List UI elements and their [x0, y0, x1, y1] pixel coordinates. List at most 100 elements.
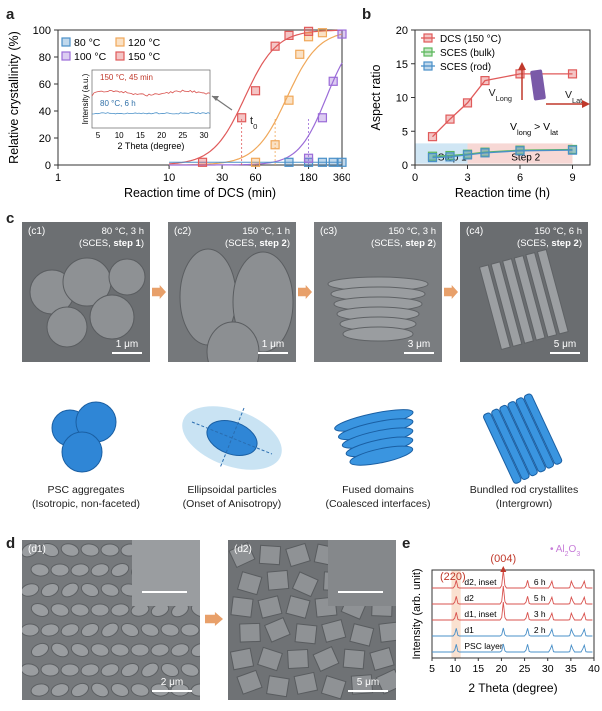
particle	[91, 604, 109, 616]
x-tick-label: 20	[496, 663, 508, 675]
data-point	[446, 115, 454, 123]
x-tick-label: 10	[163, 172, 175, 184]
particle	[22, 624, 39, 637]
sem-image-d1: (d1) 2 μm	[22, 540, 200, 700]
sem-image-c1: (c1) 80 °C, 3 h (SCES, step 1) 1 μm	[22, 222, 150, 362]
particle	[350, 624, 374, 646]
v-lat-label: VLat	[565, 89, 582, 105]
condition-line: (SCES, step 2)	[371, 238, 436, 250]
x-tick-label: 6	[517, 172, 523, 184]
particle	[313, 647, 339, 672]
particle	[321, 676, 345, 699]
legend-marker	[424, 62, 432, 70]
arrow-right-icon	[298, 285, 312, 299]
image-label-c1: (c1)	[28, 226, 45, 237]
peak-label-004: (004)	[490, 553, 516, 565]
particle	[41, 663, 60, 677]
particle	[110, 643, 129, 657]
legend-marker	[62, 38, 70, 46]
particle	[170, 642, 190, 658]
scale-bar-label: 5 μm	[554, 339, 576, 350]
data-point	[285, 31, 293, 39]
data-point	[305, 27, 313, 35]
caption-line: (Coalesced interfaces)	[308, 497, 448, 511]
particle	[231, 597, 253, 617]
image-label-d2: (d2)	[234, 544, 252, 555]
x-tick-label: 180	[299, 172, 317, 184]
particle	[295, 624, 317, 644]
x-tick-label: 35	[565, 663, 577, 675]
x-tick-label: 25	[519, 663, 531, 675]
particle	[80, 663, 100, 678]
x-tick-label: 0	[412, 172, 418, 184]
particle	[70, 563, 89, 577]
data-point	[429, 133, 437, 141]
data-point	[271, 141, 279, 149]
particle	[61, 664, 79, 677]
data-point	[296, 50, 304, 58]
particle	[99, 620, 121, 639]
trace-time-label: 3 h	[534, 609, 546, 619]
legend-label: 120 °C	[128, 37, 161, 49]
x-tick-label: 3	[464, 172, 470, 184]
data-point	[329, 158, 337, 166]
data-point	[446, 153, 454, 161]
inset-tick-label: 30	[200, 131, 209, 140]
condition-line: (SCES, step 1)	[79, 238, 144, 250]
velocity-comparison: Vlong > Vlat	[510, 121, 559, 137]
x-tick-label: 30	[542, 663, 554, 675]
scale-bar-label: 3 μm	[408, 339, 430, 350]
image-label-d1: (d1)	[28, 544, 46, 555]
inset-tick-label: 10	[115, 131, 124, 140]
legend-label: 80 °C	[74, 37, 101, 49]
y-axis-label: Intensity (arb. unit)	[411, 568, 423, 659]
particle	[79, 581, 100, 599]
inset-tick-label: 5	[96, 131, 101, 140]
inset-y-label: Intensity (a.u.)	[81, 73, 90, 124]
condition-line: 80 °C, 3 h	[79, 226, 144, 238]
particle	[343, 649, 364, 669]
particle	[89, 680, 111, 699]
trace-label: d1, inset	[464, 609, 497, 619]
inset-x-label: 2 Theta (degree)	[118, 141, 185, 151]
data-point	[464, 151, 472, 159]
y-tick-label: 80	[39, 52, 51, 64]
x-tick-label: 30	[216, 172, 228, 184]
y-tick-label: 60	[39, 79, 51, 91]
particle	[258, 596, 282, 618]
particle	[90, 295, 134, 339]
particle	[286, 596, 310, 619]
particle	[59, 580, 81, 599]
particle	[101, 544, 119, 557]
particle	[109, 259, 145, 295]
particle	[30, 563, 49, 577]
condition-line: 150 °C, 3 h	[371, 226, 436, 238]
data-point	[285, 96, 293, 104]
data-point	[318, 29, 326, 37]
trace-time-label: 6 h	[534, 577, 546, 587]
particle	[50, 682, 71, 699]
x-tick-label: 1	[55, 172, 61, 184]
trace-label: d1	[464, 625, 474, 635]
chart-e: 5 10 15 20 25 30 35 40 2 Theta (degree) Intensity…	[400, 530, 600, 710]
sem-image-c4: (c4) 150 °C, 6 h (SCES, step 2) 5 μm	[460, 222, 588, 362]
particle	[379, 622, 396, 642]
data-point	[429, 154, 437, 162]
particle	[370, 648, 394, 671]
scale-bar: 1 μm	[112, 339, 142, 354]
morphology-caption: PSC aggregates (Isotropic, non-faceted)	[16, 483, 156, 511]
particle	[69, 641, 90, 659]
data-point	[199, 158, 207, 166]
chart-b: Step 1 Step 2051015200 3 6 9Reaction time (h…	[360, 0, 600, 200]
sem-texture-d2	[228, 540, 396, 700]
condition-line: 150 °C, 6 h	[517, 226, 582, 238]
condition-line: (SCES, step 2)	[225, 238, 290, 250]
panel-letter-d: d	[6, 535, 15, 552]
inset-trace-label: 150 °C, 45 min	[100, 73, 153, 82]
data-point	[238, 114, 246, 122]
arrow-right-icon	[444, 285, 458, 299]
y-tick-label: 0	[45, 160, 51, 172]
x-axis-label: 2 Theta (degree)	[468, 681, 557, 695]
legend-label: 150 °C	[128, 51, 161, 63]
particle	[131, 644, 149, 656]
